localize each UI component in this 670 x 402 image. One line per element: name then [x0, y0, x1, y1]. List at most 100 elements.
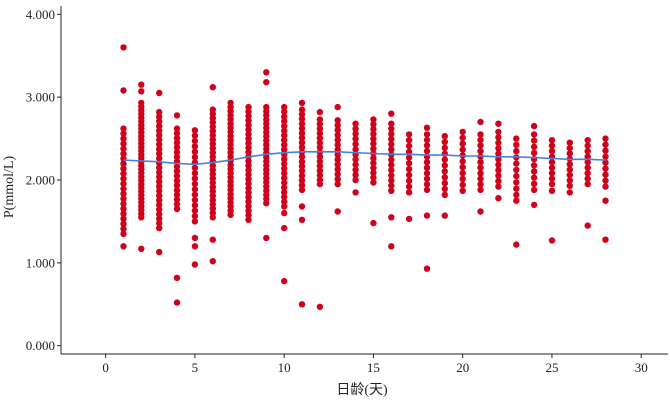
data-point — [334, 122, 341, 129]
data-point — [334, 208, 341, 215]
data-point — [281, 193, 288, 201]
x-tick-label: 30 — [635, 360, 648, 375]
data-point — [602, 197, 609, 204]
data-point — [495, 167, 502, 174]
data-point — [584, 180, 591, 188]
data-point — [352, 189, 359, 196]
data-point — [513, 147, 520, 155]
data-point — [441, 179, 448, 187]
data-point — [281, 127, 288, 134]
data-point — [281, 184, 288, 191]
data-point — [156, 206, 163, 213]
data-point — [298, 167, 306, 175]
data-point — [173, 125, 181, 132]
data-point — [156, 127, 163, 134]
data-point — [334, 180, 341, 188]
data-point — [173, 182, 181, 189]
data-point — [513, 135, 520, 142]
data-point — [191, 234, 199, 242]
data-point — [495, 156, 502, 163]
data-point — [423, 136, 431, 144]
data-point — [477, 186, 484, 194]
data-point — [245, 103, 252, 111]
ticks-layer: 0.000 1.000 2.000 3.000 4.000 0 5 10 15 20 25 30 — [26, 7, 648, 375]
data-point — [138, 99, 145, 107]
data-point — [120, 135, 127, 142]
data-point — [477, 142, 484, 149]
data-point — [459, 175, 466, 183]
data-point — [441, 174, 448, 181]
data-point — [459, 187, 466, 194]
data-point — [263, 69, 270, 76]
data-point — [370, 145, 377, 152]
data-point — [477, 118, 484, 126]
data-point — [298, 163, 306, 170]
data-point — [298, 172, 306, 179]
data-point — [423, 131, 431, 138]
data-point — [566, 144, 573, 152]
x-tick-label: 0 — [102, 360, 109, 375]
data-point — [513, 185, 520, 192]
data-point — [156, 192, 163, 199]
data-point — [530, 168, 538, 175]
data-point — [352, 156, 359, 163]
data-point — [495, 128, 502, 136]
data-point — [602, 141, 609, 148]
data-point — [120, 44, 127, 51]
data-point — [120, 140, 127, 147]
data-point — [298, 158, 306, 165]
data-point — [602, 183, 609, 190]
data-point — [388, 130, 395, 138]
data-point — [245, 171, 252, 178]
data-point — [334, 171, 341, 178]
data-point — [173, 172, 181, 180]
data-point — [191, 153, 199, 161]
data-point — [459, 134, 466, 141]
data-point — [316, 180, 324, 188]
data-point — [459, 164, 466, 171]
x-tick-label: 15 — [367, 360, 380, 375]
y-tick-label: 4.000 — [26, 7, 55, 22]
data-point — [173, 139, 181, 146]
data-point — [584, 142, 591, 149]
data-point — [352, 120, 359, 127]
data-point — [459, 169, 466, 177]
data-point — [388, 156, 395, 163]
data-point — [316, 158, 324, 165]
data-point — [566, 161, 573, 168]
data-point — [191, 207, 199, 214]
data-point — [156, 169, 163, 176]
data-point — [281, 118, 288, 125]
data-point — [281, 209, 288, 217]
data-point — [513, 241, 520, 248]
data-point — [298, 301, 306, 308]
data-point — [566, 166, 573, 173]
data-point — [245, 167, 252, 174]
data-point — [405, 154, 413, 161]
data-point — [191, 191, 199, 198]
data-point — [298, 111, 306, 118]
data-point — [191, 243, 199, 250]
data-point — [263, 103, 270, 111]
fit-line — [123, 151, 606, 166]
data-point — [495, 134, 502, 141]
data-point — [156, 201, 163, 209]
data-point — [298, 106, 306, 113]
data-point — [156, 146, 163, 153]
data-point — [156, 224, 163, 232]
data-point — [316, 167, 324, 174]
data-point — [316, 134, 324, 142]
data-point — [281, 198, 288, 205]
data-point — [566, 171, 573, 179]
data-point — [513, 141, 520, 148]
data-point — [495, 172, 502, 179]
data-point — [370, 121, 377, 128]
data-point — [495, 161, 502, 168]
data-point — [281, 203, 288, 210]
data-point — [191, 143, 199, 150]
data-point — [334, 117, 341, 124]
data-point — [388, 177, 395, 184]
data-point — [477, 136, 484, 144]
data-point — [352, 125, 359, 132]
